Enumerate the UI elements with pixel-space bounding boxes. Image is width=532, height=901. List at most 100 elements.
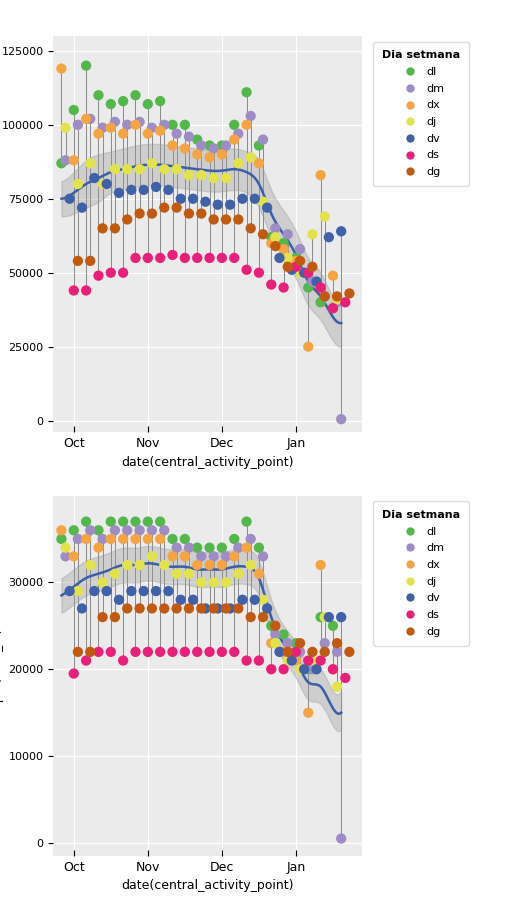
Point [61, 549, 70, 563]
Point [325, 230, 333, 244]
Point [205, 558, 214, 572]
Point [61, 541, 70, 555]
Point [73, 254, 82, 268]
Point [106, 266, 115, 280]
Point [177, 192, 185, 206]
Point [193, 250, 202, 265]
Point [218, 147, 226, 161]
Point [292, 259, 300, 274]
Point [255, 541, 263, 555]
Point [111, 523, 119, 538]
Point [119, 126, 127, 141]
Point [337, 224, 345, 239]
Point [230, 118, 238, 132]
Point [218, 541, 226, 555]
Point [308, 662, 317, 677]
Point [111, 567, 119, 581]
Point [275, 644, 284, 659]
Point [259, 195, 267, 209]
Point [168, 532, 177, 546]
Point [246, 558, 255, 572]
Point [242, 514, 251, 529]
Point [292, 254, 300, 268]
Point [148, 206, 156, 221]
Point [329, 662, 337, 677]
Point [148, 549, 156, 563]
Point [106, 97, 115, 112]
Point [164, 584, 173, 598]
Point [160, 118, 169, 132]
Point [94, 88, 103, 103]
Point [197, 601, 205, 615]
Point [57, 61, 65, 76]
Point [156, 532, 164, 546]
Point [123, 523, 131, 538]
Point [180, 532, 189, 546]
Point [341, 296, 350, 310]
Point [210, 141, 218, 156]
Point [296, 636, 304, 651]
Point [135, 206, 144, 221]
Point [304, 705, 312, 720]
Point [193, 644, 202, 659]
Point [333, 636, 342, 651]
Point [180, 549, 189, 563]
Point [230, 250, 238, 265]
Point [94, 268, 103, 283]
Point [148, 156, 156, 170]
Point [73, 177, 82, 191]
Point [230, 549, 238, 563]
Point [292, 250, 300, 265]
Point [139, 584, 148, 598]
Point [255, 653, 263, 668]
Point [156, 514, 164, 529]
Point [238, 192, 247, 206]
Point [222, 601, 230, 615]
Point [70, 153, 78, 168]
Point [259, 227, 267, 241]
Point [197, 138, 205, 152]
Point [222, 171, 230, 186]
Point [144, 532, 152, 546]
Point [304, 653, 312, 668]
Point [172, 200, 181, 214]
Point [329, 619, 337, 633]
Point [255, 567, 263, 581]
Point [193, 558, 202, 572]
Point [246, 610, 255, 624]
Point [185, 541, 193, 555]
Point [180, 141, 189, 156]
Point [222, 213, 230, 227]
Point [271, 221, 280, 235]
Point [345, 644, 354, 659]
Point [275, 250, 284, 265]
Point [205, 250, 214, 265]
Point [333, 296, 342, 310]
Point [329, 301, 337, 315]
Point [317, 168, 325, 182]
Point [185, 168, 193, 182]
Point [320, 209, 329, 223]
Point [259, 610, 267, 624]
Point [288, 262, 296, 277]
Point [98, 121, 107, 135]
Point [160, 523, 169, 538]
Legend: dl, dm, dx, dj, dv, ds, dg: dl, dm, dx, dj, dv, ds, dg [373, 41, 469, 186]
Point [325, 610, 333, 624]
Point [168, 118, 177, 132]
Point [144, 97, 152, 112]
Point [61, 121, 70, 135]
Point [172, 601, 181, 615]
Point [246, 109, 255, 123]
Point [73, 532, 82, 546]
Point [185, 601, 193, 615]
Point [160, 558, 169, 572]
Point [213, 601, 222, 615]
Point [156, 644, 164, 659]
Point [337, 832, 345, 846]
Point [333, 292, 342, 306]
Point [70, 549, 78, 563]
Point [218, 644, 226, 659]
Point [267, 278, 276, 292]
Point [234, 213, 243, 227]
